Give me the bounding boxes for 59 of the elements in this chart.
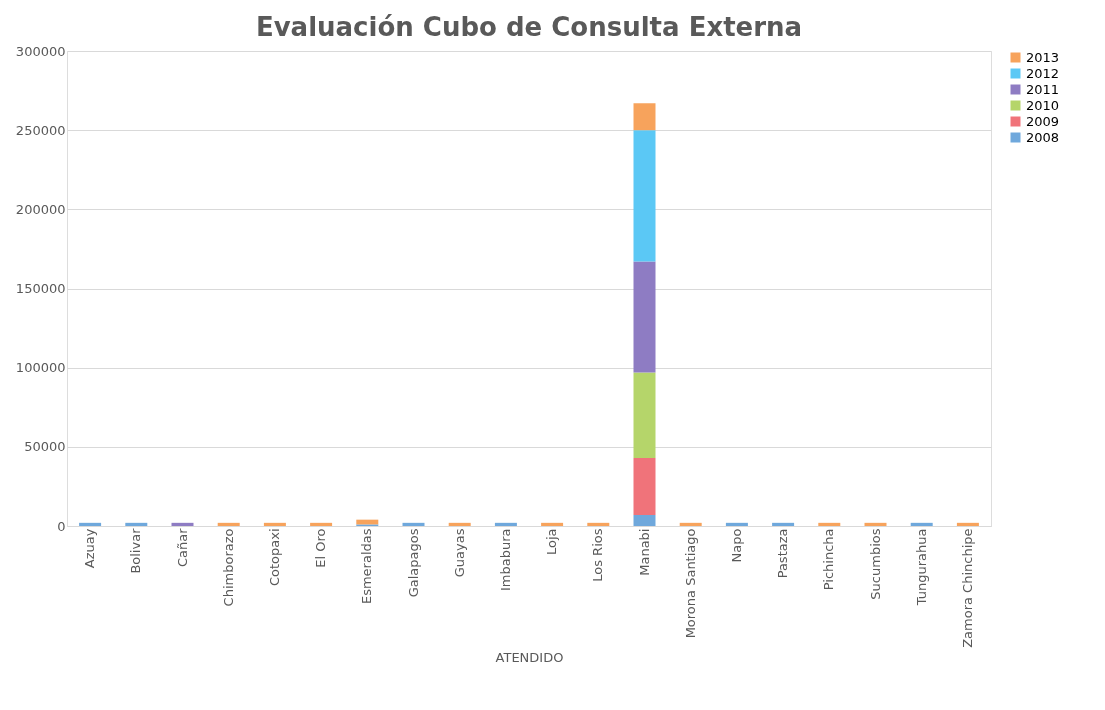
bar bbox=[125, 522, 148, 526]
bar bbox=[633, 372, 656, 458]
bar bbox=[541, 522, 564, 526]
x-tick-label: Tungurahua bbox=[913, 528, 929, 607]
x-axis-title: ATENDIDO bbox=[495, 649, 564, 665]
x-tick-label: Zamora Chinchipe bbox=[959, 528, 975, 648]
legend-label: 2011 bbox=[1026, 81, 1060, 97]
bar bbox=[448, 522, 471, 526]
x-tick-label: Loja bbox=[544, 528, 560, 556]
y-tick-label: 50000 bbox=[24, 439, 66, 455]
y-tick-label: 200000 bbox=[15, 201, 66, 217]
bar bbox=[171, 522, 194, 526]
bar bbox=[633, 514, 656, 526]
bar bbox=[910, 522, 933, 526]
legend-label: 2009 bbox=[1026, 113, 1060, 129]
y-tick-label: 250000 bbox=[15, 122, 66, 138]
legend-label: 2010 bbox=[1026, 97, 1060, 113]
bar bbox=[633, 103, 656, 131]
x-tick-label: Imbabura bbox=[497, 528, 513, 592]
bar bbox=[310, 522, 333, 526]
bar bbox=[79, 522, 102, 526]
bar bbox=[402, 522, 425, 526]
x-tick-label: Galapagos bbox=[405, 528, 421, 598]
bar bbox=[633, 130, 656, 262]
y-tick-label: 100000 bbox=[15, 360, 66, 376]
bar bbox=[217, 522, 240, 526]
legend-label: 2008 bbox=[1026, 129, 1060, 145]
bar bbox=[494, 522, 517, 526]
x-tick-label: Pastaza bbox=[775, 528, 791, 579]
bar bbox=[725, 522, 748, 526]
y-tick-label: 0 bbox=[57, 518, 66, 534]
x-tick-label: Esmeraldas bbox=[359, 528, 375, 605]
legend-label: 2012 bbox=[1026, 65, 1060, 81]
bar bbox=[679, 522, 702, 526]
bar bbox=[818, 522, 841, 526]
legend-label: 2013 bbox=[1026, 49, 1060, 65]
bar bbox=[587, 522, 610, 526]
x-tick-label: El Oro bbox=[313, 528, 329, 568]
x-tick-label: Los Rios bbox=[590, 528, 606, 582]
x-tick-label: Cotopaxi bbox=[266, 528, 282, 587]
bar bbox=[633, 457, 656, 515]
x-tick-label: Azuay bbox=[82, 528, 98, 569]
x-tick-label: Manabi bbox=[636, 528, 652, 576]
x-tick-label: Guayas bbox=[451, 528, 467, 578]
x-tick-label: Bolivar bbox=[128, 527, 144, 574]
x-tick-label: Cañar bbox=[174, 527, 190, 568]
x-tick-label: Chimborazo bbox=[220, 528, 236, 607]
chart-title: Evaluación Cubo de Consulta Externa bbox=[255, 12, 803, 42]
bar bbox=[956, 522, 979, 526]
x-tick-label: Pichincha bbox=[821, 528, 837, 591]
bar bbox=[864, 522, 887, 526]
x-tick-label: Morona Santiago bbox=[682, 528, 698, 639]
bar bbox=[772, 522, 795, 526]
bar bbox=[633, 261, 656, 373]
bar bbox=[263, 522, 286, 526]
x-tick-label: Sucumbios bbox=[867, 528, 883, 600]
y-tick-label: 150000 bbox=[15, 281, 66, 296]
y-tick-label: 300000 bbox=[15, 43, 66, 59]
x-tick-label: Napo bbox=[728, 528, 744, 563]
